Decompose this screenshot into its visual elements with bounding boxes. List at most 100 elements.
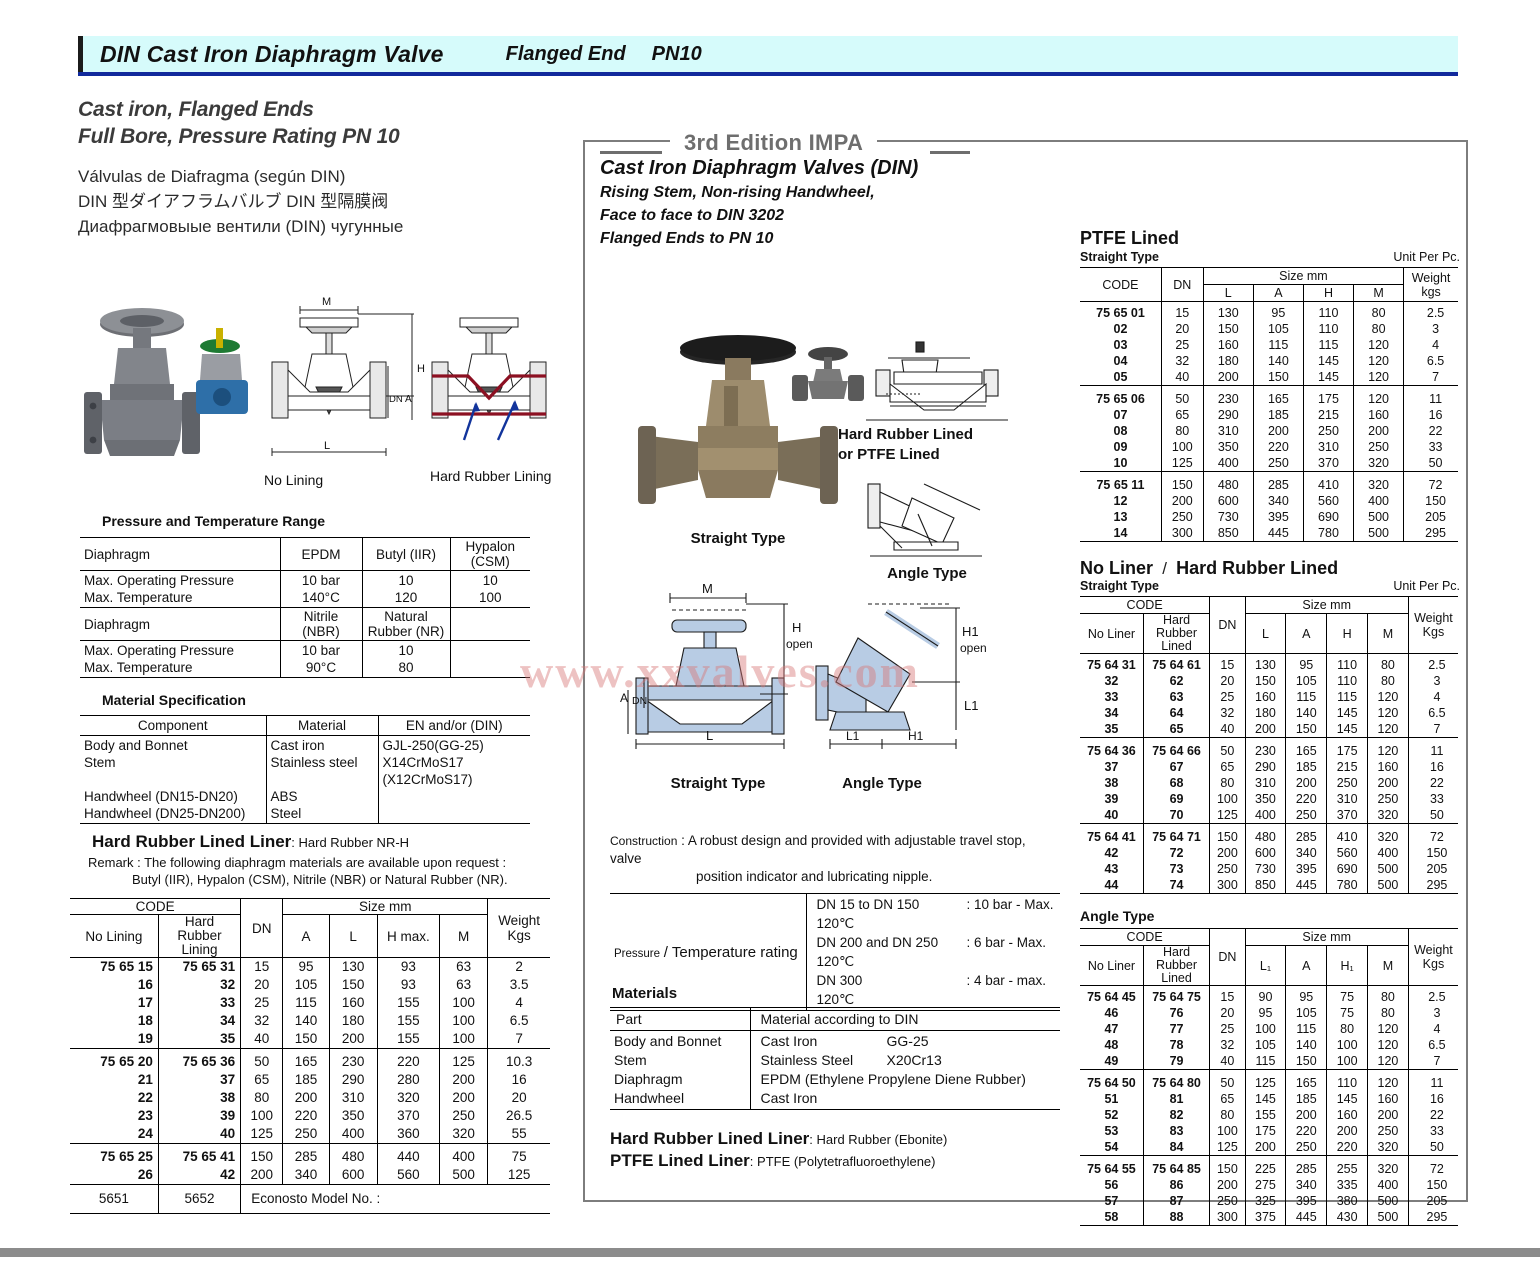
left-heading-line2: Full Bore, Pressure Rating PN 10 xyxy=(78,125,400,148)
ptfe-table: CODE DN Size mm Weight kgs L A H M 75 65 … xyxy=(1080,267,1458,542)
nl-g0r0-l: 130 xyxy=(1245,653,1287,673)
nl-g2r0-hrl: 75 64 71 xyxy=(1143,823,1211,845)
ptfe-g2r1-dn: 200 xyxy=(1161,493,1204,509)
ang-g0r0-a: 95 xyxy=(1285,985,1328,1005)
nl-g0r0-m: 80 xyxy=(1367,653,1409,673)
ptfe-h-m: M xyxy=(1353,284,1405,302)
ptfe-g0r0-w: 2.5 xyxy=(1426,306,1445,320)
nl-h-m: M xyxy=(1367,613,1409,654)
ang-g2r0-hrl: 75 64 85 xyxy=(1143,1155,1211,1177)
ang-g2r0-a: 285 xyxy=(1285,1155,1328,1177)
lct-footer-hrl: 5652 xyxy=(158,1184,242,1214)
lct-r1-m: 63 xyxy=(439,976,489,994)
ptfe-g0r1-a: 105 xyxy=(1253,321,1304,337)
pt-row2-labels: Max. Operating Pressure Max. Temperature xyxy=(84,573,235,605)
nl-g2r0-nl: 75 64 41 xyxy=(1080,823,1144,845)
ang-h-noliner: No Liner xyxy=(1080,945,1144,986)
nl-g0r4-h: 145 xyxy=(1326,721,1369,738)
nl-g0r3-hrl: 64 xyxy=(1143,705,1211,721)
pr-val-2: : 4 bar - max. 120℃ xyxy=(816,973,1047,1007)
lct-g3r0-m: 400 xyxy=(439,1143,489,1166)
ang-g2r2-dn: 250 xyxy=(1209,1193,1246,1209)
nl-g1r2-m: 200 xyxy=(1367,775,1409,791)
ang-g2r3-w: 295 xyxy=(1426,1210,1448,1224)
lined-caption-line2: or PTFE Lined xyxy=(838,446,940,463)
nl-g0r1-hrl: 62 xyxy=(1143,673,1211,689)
edition-dash-left xyxy=(600,151,662,154)
nl-g2r1-nl: 42 xyxy=(1080,845,1144,861)
ang-g0r1-w: 3 xyxy=(1433,1006,1441,1020)
ptfe-g1r3-m: 250 xyxy=(1353,439,1405,455)
ang-g0r0-l1: 90 xyxy=(1245,985,1287,1005)
ang-g0r2-dn: 25 xyxy=(1209,1021,1246,1037)
pt-row3-c1: Nitrile (NBR) xyxy=(279,607,362,641)
ang-g0r3-w: 6.5 xyxy=(1428,1038,1446,1052)
pressure-rating-label: Pressure / Temperature rating xyxy=(610,893,807,1011)
pt-row4-labels: Max. Operating Pressure Max. Temperature xyxy=(84,643,235,675)
ptfe-g1r4-dn: 125 xyxy=(1161,455,1204,472)
ptfe-g0r3-h: 145 xyxy=(1303,353,1355,369)
ptfe-g1r1-l: 290 xyxy=(1203,407,1254,423)
ptfe-g2r2-a: 395 xyxy=(1253,509,1304,525)
noliner-title-a: No Liner xyxy=(1080,558,1154,578)
dim-caption-straight: Straight Type xyxy=(670,775,766,792)
remark-block: Remark : The following diaphragm materia… xyxy=(88,854,528,888)
ang-g0r4-h1: 100 xyxy=(1326,1053,1369,1070)
language-variants: Válvulas de Diafragma (según DIN) DIN 型ダ… xyxy=(78,164,570,239)
ang-g2r2-nl: 57 xyxy=(1080,1193,1144,1209)
nl-g2r2-nl: 43 xyxy=(1080,861,1144,877)
lct-g3r1-nl: 26 xyxy=(70,1166,159,1185)
ptfe-h-a: A xyxy=(1253,284,1304,302)
lct-r2-a: 115 xyxy=(282,994,330,1012)
ptfe-g2r0-a: 285 xyxy=(1253,471,1304,493)
nl-g0r3-a: 140 xyxy=(1285,705,1328,721)
noliner-table: CODE DN Size mm Weight Kgs No Liner Hard R… xyxy=(1080,596,1458,894)
ptfe-g0r1-m: 80 xyxy=(1353,321,1405,337)
ang-g2r1-w: 150 xyxy=(1426,1178,1448,1192)
nl-g2r1-a: 340 xyxy=(1285,845,1328,861)
material-spec-title: Material Specification xyxy=(102,692,246,708)
ang-g1r3-nl: 53 xyxy=(1080,1123,1144,1139)
ang-g2r2-l1: 325 xyxy=(1245,1193,1287,1209)
ang-g0r3-dn: 32 xyxy=(1209,1037,1246,1053)
lct-col-m: M xyxy=(439,914,489,958)
lct-r4-w: 7 xyxy=(515,1031,523,1046)
lct-g2r2-hrl: 38 xyxy=(158,1089,242,1107)
ang-g2r1-a: 340 xyxy=(1285,1177,1328,1193)
lct-g2r4-dn: 125 xyxy=(240,1125,284,1144)
ang-g1r1-l1: 145 xyxy=(1245,1091,1287,1107)
lct-r0-l: 130 xyxy=(329,957,378,976)
lct-r1-hrl: 32 xyxy=(158,976,242,994)
ptfe-g2r3-a: 445 xyxy=(1253,525,1304,542)
center-liner-block: Hard Rubber Lined Liner: Hard Rubber (Eb… xyxy=(610,1128,1070,1172)
photo-caption-straight: Straight Type xyxy=(690,530,786,547)
ang-g0r2-hrl: 77 xyxy=(1143,1021,1211,1037)
lct-g2r0-hrl: 75 65 36 xyxy=(158,1048,242,1071)
ptfe-g1r2-code: 08 xyxy=(1080,423,1162,439)
nl-g0r0-a: 95 xyxy=(1285,653,1328,673)
ang-g0r0-m: 80 xyxy=(1367,985,1409,1005)
ptfe-g1r0-m: 120 xyxy=(1353,385,1405,407)
nl-g2r2-dn: 250 xyxy=(1209,861,1246,877)
ptfe-g0r2-l: 160 xyxy=(1203,337,1254,353)
nl-g0r1-h: 110 xyxy=(1326,673,1369,689)
construction-label: Construction xyxy=(610,834,678,848)
ang-h-m: M xyxy=(1367,945,1409,986)
ang-g1r0-dn: 50 xyxy=(1209,1069,1246,1091)
lct-g3r1-l: 600 xyxy=(329,1166,378,1185)
pr-val-1: : 6 bar - Max. 120℃ xyxy=(816,935,1047,969)
lct-nolining-header: No Lining xyxy=(70,914,159,958)
ptfe-g2r2-code: 13 xyxy=(1080,509,1162,525)
lct-r2-nl: 17 xyxy=(70,994,159,1012)
nl-g1r2-w: 22 xyxy=(1429,776,1444,790)
ptfe-g1r0-a: 165 xyxy=(1253,385,1304,407)
nl-g1r2-h: 250 xyxy=(1326,775,1369,791)
svg-text:A: A xyxy=(405,394,412,405)
lct-r3-l: 180 xyxy=(329,1012,378,1030)
nl-g0r4-nl: 35 xyxy=(1080,721,1144,738)
ptfe-g2r0-m: 320 xyxy=(1353,471,1405,493)
nl-g0r1-m: 80 xyxy=(1367,673,1409,689)
lct-g3r0-nl: 75 65 25 xyxy=(70,1143,159,1166)
lct-g2r2-w: 20 xyxy=(511,1090,527,1105)
ptfe-g0r0-h: 110 xyxy=(1303,301,1355,321)
